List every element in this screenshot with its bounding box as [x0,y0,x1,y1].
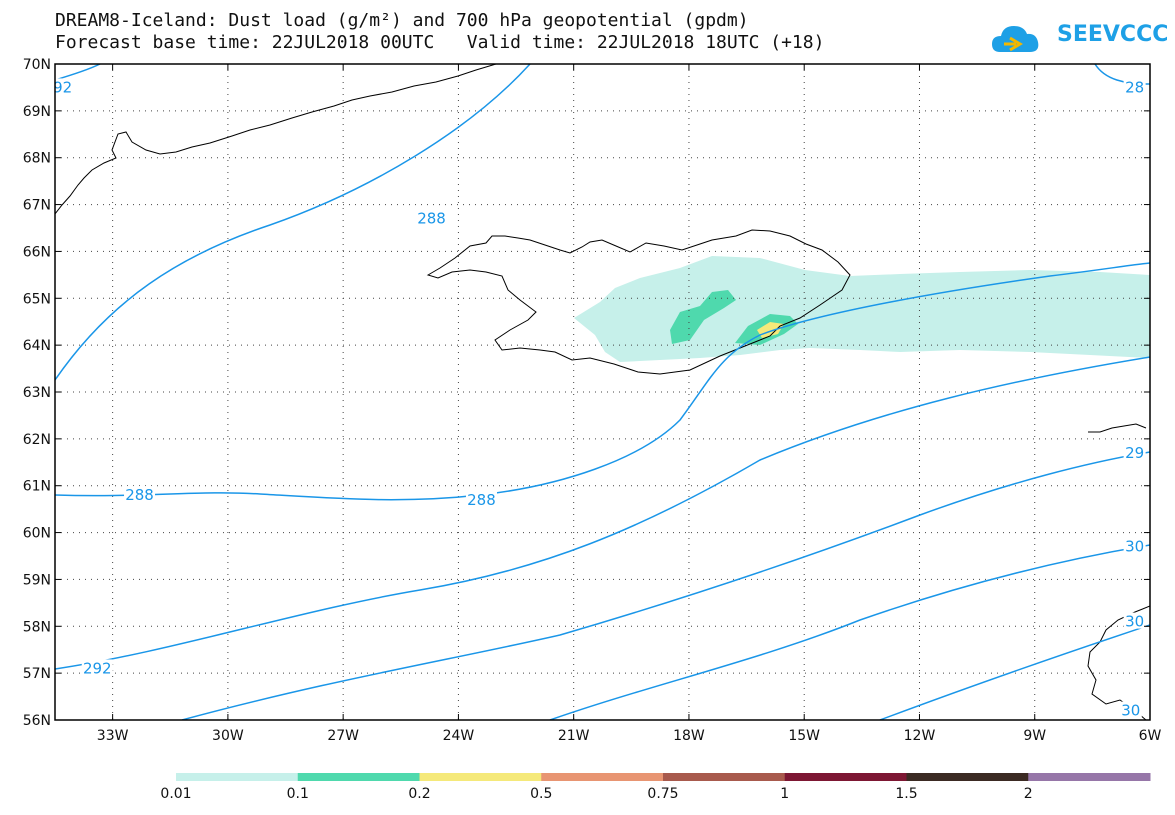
lat-label: 67N [23,198,51,214]
contour-label-bg [1123,78,1146,95]
coastlines [55,64,1150,720]
colorbar [176,773,1151,781]
contour-label-bg [1123,612,1146,629]
lon-label: 33W [97,728,129,744]
contour-label: 30 [1125,538,1144,556]
dust-area-0.01 [574,256,1150,362]
contour-line [879,624,1150,720]
logo-text: SEEVCCC [1057,22,1169,47]
contour-line [55,262,1150,501]
lon-label: 27W [327,728,359,744]
colorbar-label: 0.01 [160,786,192,802]
contour-line [181,451,1150,720]
colorbar-segment [541,773,664,781]
lat-label: 70N [23,57,51,73]
contour-label-bg [81,659,113,676]
lat-label: 68N [23,151,51,167]
colorbar-label: 0.1 [286,786,309,802]
contour-label-bg [1119,701,1142,718]
lon-label: 24W [443,728,475,744]
lat-label: 64N [23,338,51,354]
lon-label: 30W [212,728,244,744]
colorbar-segment [176,773,299,781]
axis-ticks [55,63,1151,721]
contour-label-bg [1123,537,1146,554]
contour-label: 92 [53,78,72,96]
lat-label: 66N [23,244,51,260]
contour-label: 288 [125,486,154,504]
lon-label: 18W [673,728,705,744]
graticule [55,64,1150,720]
lon-label: 6W [1139,728,1162,744]
lat-label: 65N [23,291,51,307]
lat-label: 59N [23,572,51,588]
colorbar-label: 2 [1023,786,1033,802]
contour-label-bg [416,209,448,226]
lat-label: 60N [23,526,51,542]
lon-label: 15W [788,728,820,744]
contour-label: 29 [1125,444,1144,462]
colorbar-segment [906,773,1029,781]
contour-label: 28 [1125,78,1144,96]
lat-label: 61N [23,479,51,495]
cloud-logo-icon [992,26,1039,52]
lat-label: 58N [23,619,51,635]
lat-label: 56N [23,713,51,729]
greenland-coastline [55,64,497,215]
contour-label: 288 [467,491,496,509]
contour-line [55,64,531,381]
contour-label: 288 [417,210,446,228]
colorbar-segment [297,773,420,781]
dust-load-layer [574,256,1150,362]
colorbar-label: 0.2 [408,786,431,802]
contour-label: 30 [1125,613,1144,631]
contour-line [55,356,1150,670]
latitude-labels: 70N 69N 68N 67N 66N 65N 64N 63N 62N 61N 60N 59N 58N 5… [23,57,51,729]
lat-label: 57N [23,666,51,682]
iceland-coastline [426,229,851,375]
geopotential-contours [55,64,1150,720]
colorbar-segment [784,773,907,781]
lat-label: 69N [23,104,51,120]
colorbar-label: 1 [780,786,790,802]
contour-label: 30 [1121,702,1140,720]
contour-label-bg [1123,443,1146,460]
colorbar-label: 0.5 [530,786,553,802]
colorbar-segment [1028,773,1151,781]
map-title: DREAM8-Iceland: Dust load (g/m²) and 700… [55,10,749,31]
lat-label: 63N [23,385,51,401]
contour-label: 292 [83,659,112,677]
contour-label-bg [55,78,74,95]
longitude-labels: 33W 30W 27W 24W 21W 18W 15W 12W 9W 6W [97,728,1162,744]
lat-label: 62N [23,432,51,448]
contour-line [549,544,1150,720]
lon-label: 21W [558,728,590,744]
contour-labels: 288 288 288 292 92 28 29 30 30 30 [53,78,1146,720]
colorbar-segment [663,773,786,781]
contour-label-bg [465,490,497,507]
colorbar-segment [419,773,542,781]
colorbar-label: 1.5 [895,786,918,802]
lon-label: 9W [1023,728,1046,744]
faroe-coastline [1088,423,1147,433]
scotland-coastline [1087,605,1150,720]
lon-label: 12W [904,728,936,744]
dust-area-0.1-west [670,290,736,344]
contour-label-bg [124,486,156,503]
colorbar-label: 0.75 [647,786,679,802]
map-subtitle: Forecast base time: 22JUL2018 00UTC Vali… [55,32,825,53]
